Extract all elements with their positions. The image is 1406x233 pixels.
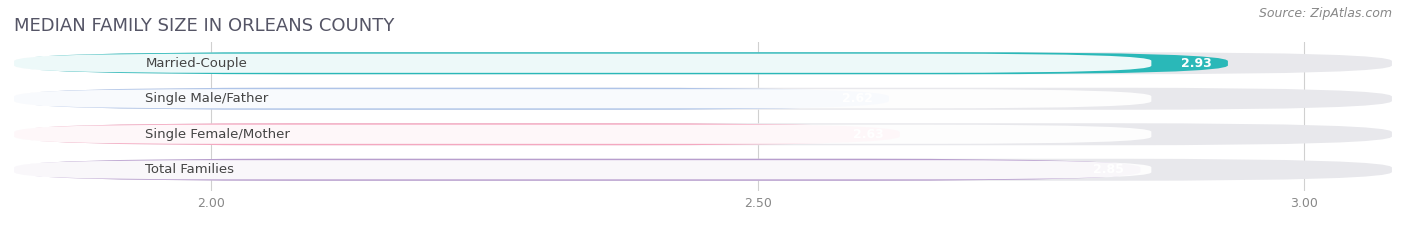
FancyBboxPatch shape (14, 52, 1227, 74)
Text: Total Families: Total Families (145, 163, 235, 176)
Text: Married-Couple: Married-Couple (145, 57, 247, 70)
FancyBboxPatch shape (14, 159, 1392, 181)
Text: Single Female/Mother: Single Female/Mother (145, 128, 290, 141)
Text: Single Male/Father: Single Male/Father (145, 92, 269, 105)
Text: 2.93: 2.93 (1181, 57, 1212, 70)
Text: 2.63: 2.63 (852, 128, 883, 141)
FancyBboxPatch shape (3, 125, 1152, 144)
FancyBboxPatch shape (3, 160, 1152, 179)
FancyBboxPatch shape (14, 52, 1392, 74)
FancyBboxPatch shape (14, 123, 900, 145)
FancyBboxPatch shape (14, 123, 1392, 145)
Text: 2.85: 2.85 (1092, 163, 1123, 176)
FancyBboxPatch shape (3, 89, 1152, 108)
Text: 2.62: 2.62 (842, 92, 873, 105)
Text: MEDIAN FAMILY SIZE IN ORLEANS COUNTY: MEDIAN FAMILY SIZE IN ORLEANS COUNTY (14, 17, 395, 35)
FancyBboxPatch shape (3, 54, 1152, 73)
FancyBboxPatch shape (14, 88, 1392, 110)
Text: Source: ZipAtlas.com: Source: ZipAtlas.com (1258, 7, 1392, 20)
FancyBboxPatch shape (14, 88, 889, 110)
FancyBboxPatch shape (14, 159, 1140, 181)
